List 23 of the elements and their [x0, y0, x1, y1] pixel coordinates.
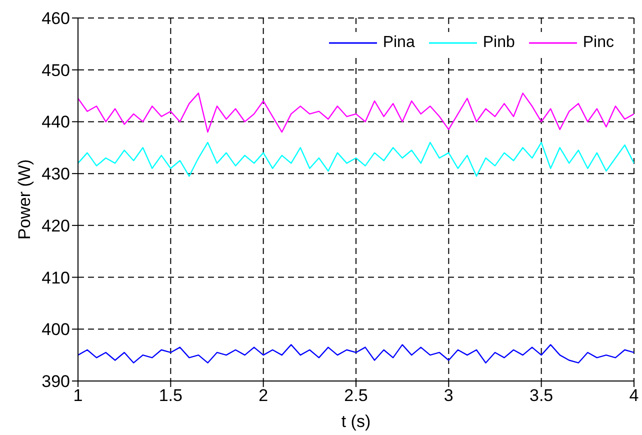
- legend-label: Pinc: [582, 34, 614, 52]
- line-series: [78, 344, 634, 364]
- line-series: [78, 142, 634, 177]
- x-tick-label: 1: [73, 386, 83, 406]
- y-tick-label: 410: [42, 268, 70, 288]
- y-tick-label: 390: [42, 372, 70, 392]
- x-axis-title: t (s): [341, 412, 371, 431]
- y-tick-label: 450: [42, 60, 70, 80]
- y-tick-label: 440: [42, 112, 70, 132]
- legend-label: Pinb: [482, 34, 515, 52]
- line-series: [78, 92, 634, 133]
- x-tick-label: 2.5: [344, 386, 368, 406]
- y-tick-label: 460: [42, 9, 70, 28]
- y-tick-label: 430: [42, 164, 70, 184]
- x-tick-label: 4: [629, 386, 639, 406]
- y-tick-label: 420: [42, 216, 70, 236]
- y-axis-title: Power (W): [15, 159, 34, 240]
- legend-label: Pina: [382, 34, 415, 52]
- x-tick-label: 3.5: [530, 386, 554, 406]
- x-tick-label: 3: [444, 386, 454, 406]
- x-tick-label: 2: [258, 386, 268, 406]
- x-tick-label: 1.5: [158, 386, 182, 406]
- y-tick-label: 400: [42, 320, 70, 340]
